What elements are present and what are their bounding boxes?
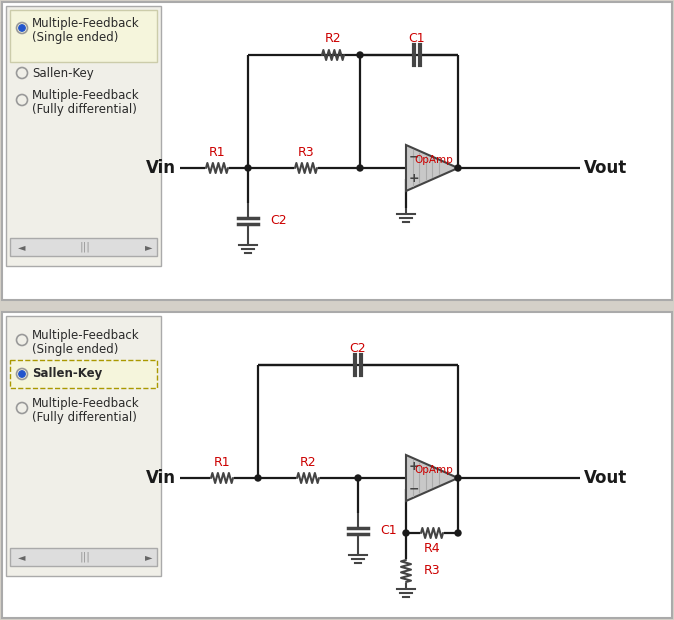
Text: C1: C1	[408, 32, 425, 45]
FancyBboxPatch shape	[6, 6, 161, 266]
Text: |||: |||	[80, 552, 90, 562]
FancyBboxPatch shape	[10, 548, 157, 566]
Text: Vout: Vout	[584, 159, 627, 177]
Circle shape	[403, 530, 409, 536]
Text: ►: ►	[144, 242, 152, 252]
Text: R4: R4	[424, 541, 440, 554]
Text: OpAmp: OpAmp	[415, 465, 454, 475]
Text: R1: R1	[214, 456, 231, 469]
Text: Multiple-Feedback: Multiple-Feedback	[32, 17, 140, 30]
Text: Vout: Vout	[584, 469, 627, 487]
Text: +: +	[408, 172, 419, 185]
Circle shape	[455, 475, 461, 481]
Text: R1: R1	[209, 146, 225, 159]
Circle shape	[19, 371, 25, 377]
Text: R2: R2	[300, 456, 316, 469]
Text: C2: C2	[270, 215, 286, 228]
Text: +: +	[408, 461, 419, 474]
Text: (Single ended): (Single ended)	[32, 32, 119, 45]
Text: OpAmp: OpAmp	[415, 155, 454, 165]
Circle shape	[19, 25, 25, 31]
Text: |||: |||	[80, 242, 90, 252]
Polygon shape	[406, 145, 458, 191]
Text: Multiple-Feedback: Multiple-Feedback	[32, 89, 140, 102]
Circle shape	[455, 530, 461, 536]
FancyBboxPatch shape	[10, 360, 157, 388]
Text: −: −	[408, 151, 419, 164]
Text: (Fully differential): (Fully differential)	[32, 104, 137, 117]
Circle shape	[357, 165, 363, 171]
Circle shape	[355, 475, 361, 481]
Circle shape	[455, 165, 461, 171]
FancyBboxPatch shape	[10, 238, 157, 256]
Text: ◄: ◄	[18, 242, 26, 252]
Text: Vin: Vin	[146, 469, 176, 487]
Circle shape	[357, 52, 363, 58]
Text: ◄: ◄	[18, 552, 26, 562]
Text: C1: C1	[380, 525, 396, 538]
Text: ►: ►	[144, 552, 152, 562]
FancyBboxPatch shape	[6, 316, 161, 576]
Text: Multiple-Feedback: Multiple-Feedback	[32, 397, 140, 410]
Text: R3: R3	[298, 146, 314, 159]
Text: C2: C2	[350, 342, 366, 355]
Circle shape	[255, 475, 261, 481]
Circle shape	[245, 165, 251, 171]
Polygon shape	[406, 455, 458, 501]
FancyBboxPatch shape	[10, 10, 157, 62]
Text: (Single ended): (Single ended)	[32, 343, 119, 356]
Text: R2: R2	[325, 32, 341, 45]
Text: (Fully differential): (Fully differential)	[32, 412, 137, 425]
Text: Vin: Vin	[146, 159, 176, 177]
Text: R3: R3	[424, 564, 441, 577]
FancyBboxPatch shape	[2, 2, 672, 300]
Text: Sallen-Key: Sallen-Key	[32, 368, 102, 381]
Text: −: −	[408, 482, 419, 495]
Text: Multiple-Feedback: Multiple-Feedback	[32, 329, 140, 342]
FancyBboxPatch shape	[2, 312, 672, 618]
Text: Sallen-Key: Sallen-Key	[32, 66, 94, 79]
